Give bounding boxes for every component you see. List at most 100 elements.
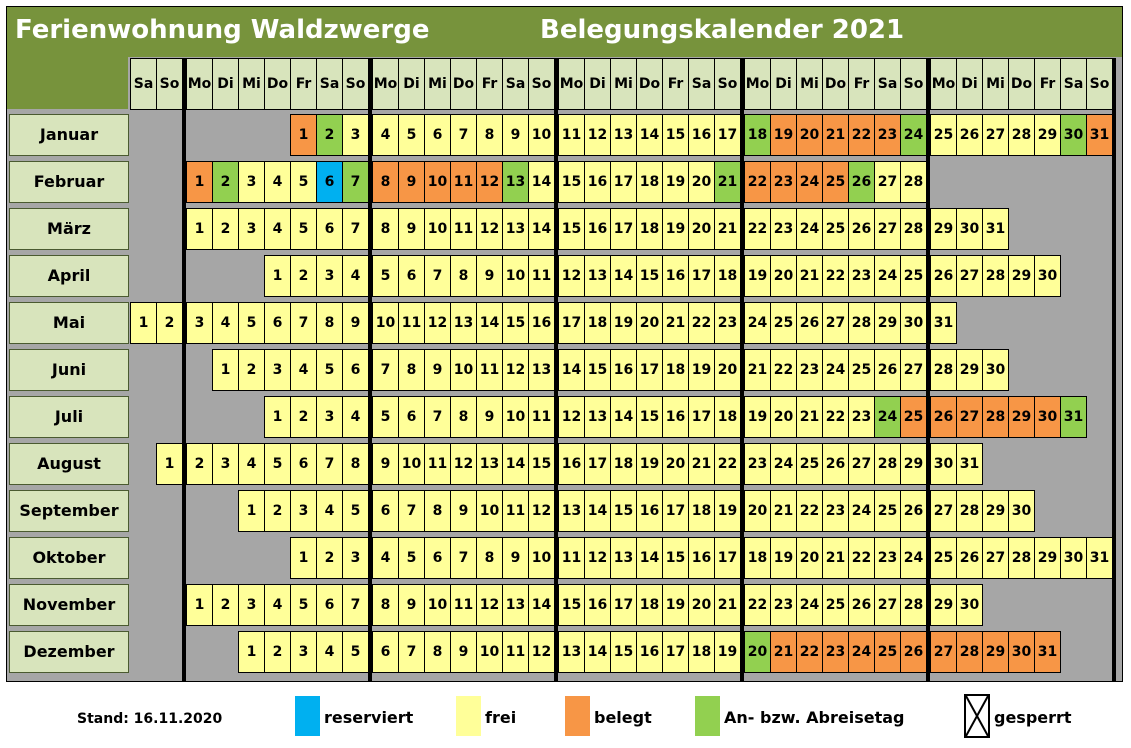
day-cell: 24 bbox=[744, 302, 771, 344]
day-cell: 3 bbox=[290, 631, 317, 673]
day-cell: 8 bbox=[476, 537, 503, 579]
day-cell: 2 bbox=[316, 537, 343, 579]
day-cell: 13 bbox=[610, 537, 637, 579]
day-cell: 18 bbox=[744, 537, 771, 579]
day-cell: 27 bbox=[874, 584, 901, 626]
weekday-header-mi: Mi bbox=[796, 58, 823, 110]
day-cell: 14 bbox=[558, 349, 585, 391]
day-cell: 23 bbox=[770, 208, 797, 250]
day-cell: 15 bbox=[502, 302, 529, 344]
day-cell: 24 bbox=[770, 443, 797, 485]
day-cell: 5 bbox=[238, 302, 265, 344]
weekday-header-fr: Fr bbox=[476, 58, 503, 110]
day-cell: 30 bbox=[1034, 396, 1061, 438]
day-cell: 5 bbox=[398, 537, 425, 579]
day-cell: 10 bbox=[424, 584, 451, 626]
day-cell: 7 bbox=[424, 255, 451, 297]
day-cell: 31 bbox=[1086, 114, 1113, 156]
day-cell: 1 bbox=[212, 349, 239, 391]
day-cell: 28 bbox=[874, 443, 901, 485]
day-cell: 12 bbox=[476, 208, 503, 250]
day-cell: 29 bbox=[982, 631, 1009, 673]
day-cell: 28 bbox=[900, 161, 927, 203]
day-cell: 24 bbox=[900, 114, 927, 156]
day-cell: 3 bbox=[316, 396, 343, 438]
day-cell: 27 bbox=[956, 396, 983, 438]
day-cell: 1 bbox=[186, 161, 213, 203]
day-cell: 2 bbox=[264, 490, 291, 532]
day-cell: 28 bbox=[1008, 537, 1035, 579]
day-cell: 21 bbox=[822, 114, 849, 156]
day-cell: 4 bbox=[372, 114, 399, 156]
day-cell: 8 bbox=[424, 631, 451, 673]
day-cell: 20 bbox=[662, 443, 689, 485]
day-cell: 12 bbox=[450, 443, 477, 485]
day-cell: 22 bbox=[796, 631, 823, 673]
day-cell: 3 bbox=[212, 443, 239, 485]
day-cell: 11 bbox=[528, 255, 555, 297]
day-cell: 17 bbox=[610, 584, 637, 626]
day-cell: 10 bbox=[424, 161, 451, 203]
day-cell: 24 bbox=[848, 631, 875, 673]
day-cell: 8 bbox=[450, 255, 477, 297]
day-cell: 2 bbox=[290, 396, 317, 438]
week-separator bbox=[368, 58, 372, 682]
day-cell: 19 bbox=[688, 349, 715, 391]
day-cell: 27 bbox=[982, 537, 1009, 579]
day-cell: 16 bbox=[636, 490, 663, 532]
day-cell: 9 bbox=[450, 490, 477, 532]
day-cell: 2 bbox=[290, 255, 317, 297]
day-cell: 21 bbox=[714, 208, 741, 250]
day-cell: 26 bbox=[848, 161, 875, 203]
gesperrt-cross-icon bbox=[964, 694, 990, 738]
day-cell: 10 bbox=[528, 114, 555, 156]
day-cell: 25 bbox=[796, 443, 823, 485]
week-separator bbox=[740, 58, 744, 682]
day-cell: 9 bbox=[398, 161, 425, 203]
day-cell: 4 bbox=[372, 537, 399, 579]
day-cell: 1 bbox=[264, 255, 291, 297]
day-cell: 28 bbox=[900, 208, 927, 250]
day-cell: 30 bbox=[930, 443, 957, 485]
day-cell: 21 bbox=[662, 302, 689, 344]
day-cell: 19 bbox=[714, 631, 741, 673]
day-cell: 31 bbox=[1034, 631, 1061, 673]
day-cell: 19 bbox=[662, 208, 689, 250]
day-cell: 6 bbox=[372, 631, 399, 673]
day-cell: 15 bbox=[558, 208, 585, 250]
month-label: Mai bbox=[9, 302, 129, 344]
day-cell: 1 bbox=[264, 396, 291, 438]
day-cell: 5 bbox=[290, 584, 317, 626]
month-label: November bbox=[9, 584, 129, 626]
day-cell: 12 bbox=[502, 349, 529, 391]
day-cell: 22 bbox=[744, 208, 771, 250]
day-cell: 14 bbox=[584, 631, 611, 673]
day-cell: 14 bbox=[584, 490, 611, 532]
weekday-header-mo: Mo bbox=[372, 58, 399, 110]
month-label: Juli bbox=[9, 396, 129, 438]
day-cell: 7 bbox=[342, 584, 369, 626]
stand-date: Stand: 16.11.2020 bbox=[77, 711, 223, 727]
header-corner bbox=[7, 57, 128, 109]
calendar-sheet: Ferienwohnung Waldzwerge Belegungskalend… bbox=[6, 6, 1123, 682]
weekday-header-do: Do bbox=[264, 58, 291, 110]
day-cell: 8 bbox=[372, 161, 399, 203]
day-cell: 16 bbox=[584, 208, 611, 250]
day-cell: 7 bbox=[450, 537, 477, 579]
day-cell: 15 bbox=[558, 161, 585, 203]
day-cell: 29 bbox=[1034, 537, 1061, 579]
weekday-header-sa: Sa bbox=[1060, 58, 1087, 110]
day-cell: 19 bbox=[636, 443, 663, 485]
day-cell: 31 bbox=[956, 443, 983, 485]
day-cell: 4 bbox=[316, 631, 343, 673]
day-cell: 14 bbox=[528, 208, 555, 250]
weekday-header-mi: Mi bbox=[982, 58, 1009, 110]
day-cell: 2 bbox=[212, 161, 239, 203]
day-cell: 2 bbox=[264, 631, 291, 673]
day-cell: 25 bbox=[848, 349, 875, 391]
day-cell: 15 bbox=[558, 584, 585, 626]
day-cell: 13 bbox=[610, 114, 637, 156]
day-cell: 10 bbox=[528, 537, 555, 579]
day-cell: 26 bbox=[848, 584, 875, 626]
day-cell: 15 bbox=[528, 443, 555, 485]
